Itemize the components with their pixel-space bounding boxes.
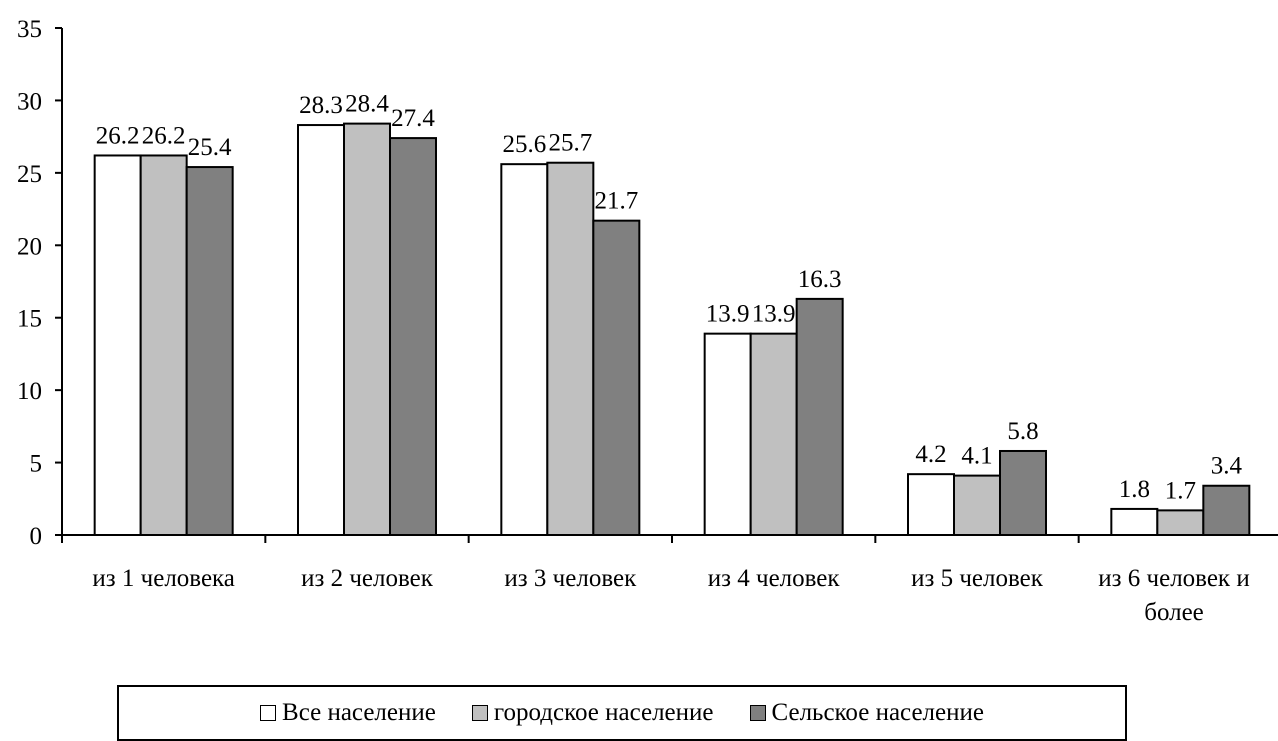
bar: [343, 122, 391, 536]
data-label: 16.3: [798, 266, 842, 293]
bar: [1110, 507, 1159, 537]
data-label: 28.4: [345, 91, 389, 118]
x-tick-label: из 2 человек: [301, 565, 434, 592]
data-label: 26.2: [142, 122, 186, 149]
data-label: 13.9: [752, 301, 796, 328]
legend-swatch-all: [260, 705, 277, 721]
data-label: 4.2: [915, 441, 946, 468]
x-tick-label: из 6 человек и: [1098, 565, 1249, 592]
legend-swatch-urban: [471, 705, 488, 721]
data-label: 4.1: [961, 443, 992, 470]
y-tick-label: 10: [17, 378, 42, 405]
legend-swatch-rural: [749, 705, 766, 721]
bar: [953, 474, 1001, 537]
bar-chart: 26.2 26.2 25.428.3 28.427.425.6 25.721.713.9…: [17, 16, 1278, 626]
data-label: 1.7: [1165, 477, 1196, 504]
bar: [592, 219, 641, 536]
x-tick-label: из 4 человек: [708, 565, 841, 592]
data-label: 3.4: [1211, 453, 1243, 480]
legend-label-urban: городское население: [493, 699, 714, 726]
bar: [297, 124, 345, 536]
bar: [546, 161, 595, 537]
data-label: 21.7: [594, 188, 638, 215]
data-label: 25.6: [502, 131, 546, 158]
y-tick-label: 25: [17, 161, 42, 188]
x-tick-label: из 1 человека: [92, 565, 235, 592]
data-label: 25.4: [188, 134, 232, 161]
y-tick-label: 0: [30, 523, 43, 550]
data-label: 28.3: [299, 92, 343, 119]
legend-item-all: Все население: [260, 699, 436, 727]
data-label: 5.8: [1007, 418, 1038, 445]
bar: [1202, 484, 1251, 536]
chart-legend: Все население городское население Сельск…: [117, 685, 1127, 741]
bar: [703, 332, 752, 536]
data-label: 26.2: [96, 122, 140, 149]
bar: [795, 297, 844, 536]
legend-item-urban: городское население: [471, 699, 714, 727]
y-tick-label: 20: [17, 233, 42, 260]
x-tick-label: более: [1144, 599, 1204, 626]
bar: [93, 154, 142, 537]
legend-item-rural: Сельское население: [749, 699, 984, 727]
bar: [139, 154, 188, 537]
bar: [500, 163, 549, 536]
y-tick-label: 15: [17, 306, 42, 333]
y-tick-label: 30: [17, 88, 42, 115]
data-label: 13.9: [706, 301, 750, 328]
bar: [999, 449, 1047, 536]
legend-label-all: Все население: [282, 699, 436, 726]
data-label: 1.8: [1119, 476, 1150, 503]
bar: [185, 166, 234, 536]
y-tick-label: 5: [30, 451, 43, 478]
x-tick-label: из 5 человек: [911, 565, 1044, 592]
bar: [907, 473, 955, 537]
bar: [389, 137, 437, 536]
bar: [1156, 509, 1205, 537]
data-label: 25.7: [548, 130, 592, 157]
bar: [749, 332, 798, 536]
legend-label-rural: Сельское население: [771, 699, 984, 726]
data-label: 27.4: [391, 105, 435, 132]
y-tick-label: 35: [17, 16, 42, 43]
x-tick-label: из 3 человек: [504, 565, 637, 592]
